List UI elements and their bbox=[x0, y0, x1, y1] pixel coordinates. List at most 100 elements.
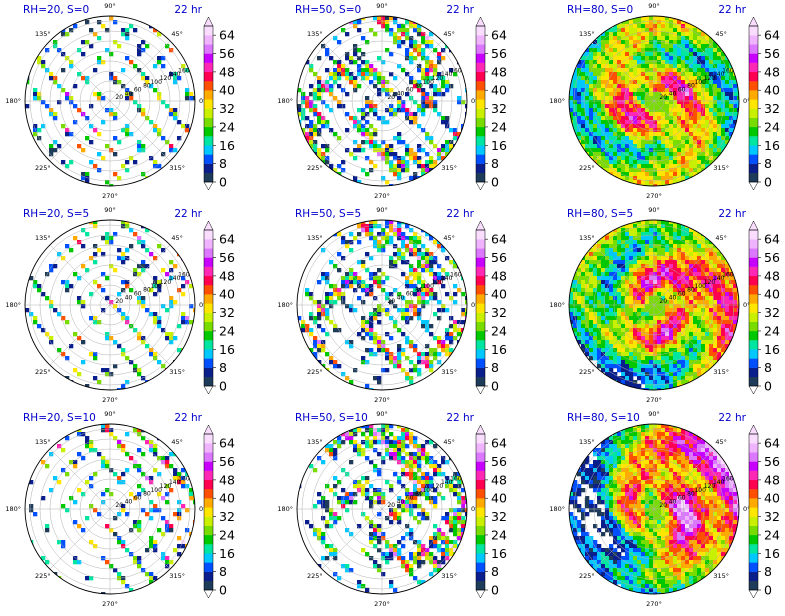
field-cell bbox=[453, 336, 457, 340]
field-cell bbox=[421, 36, 425, 40]
field-cell bbox=[117, 440, 121, 444]
field-cell bbox=[417, 48, 421, 52]
field-cell bbox=[365, 96, 369, 100]
field-cell bbox=[649, 360, 653, 364]
field-cell bbox=[637, 88, 641, 92]
field-cell bbox=[653, 64, 657, 68]
field-cell bbox=[585, 300, 589, 304]
field-cell bbox=[629, 40, 633, 44]
field-cell bbox=[585, 136, 589, 140]
field-cell bbox=[141, 296, 145, 300]
field-cell bbox=[697, 332, 701, 336]
field-cell bbox=[725, 120, 729, 124]
field-cell bbox=[617, 124, 621, 128]
field-cell bbox=[693, 384, 697, 388]
field-cell bbox=[337, 84, 341, 88]
field-cell bbox=[609, 148, 613, 152]
field-cell bbox=[709, 92, 713, 96]
field-cell bbox=[173, 336, 177, 340]
radial-tick-label: 160 bbox=[722, 67, 734, 74]
field-cell bbox=[125, 128, 129, 132]
field-cell bbox=[601, 320, 605, 324]
field-cell bbox=[385, 352, 389, 356]
field-cell bbox=[629, 88, 633, 92]
field-cell bbox=[437, 300, 441, 304]
field-cell bbox=[465, 280, 469, 284]
field-cell bbox=[593, 120, 597, 124]
field-cell bbox=[621, 292, 625, 296]
field-cell bbox=[381, 176, 385, 180]
field-cell bbox=[117, 344, 121, 348]
field-cell bbox=[653, 376, 657, 380]
field-cell bbox=[601, 120, 605, 124]
field-cell bbox=[429, 360, 433, 364]
field-cell bbox=[737, 120, 741, 124]
field-cell bbox=[577, 84, 581, 88]
field-cell bbox=[661, 124, 665, 128]
angle-tick-label: 135° bbox=[35, 30, 51, 38]
field-cell bbox=[633, 60, 637, 64]
panel-time-label: 22 hr bbox=[174, 208, 202, 220]
field-cell bbox=[405, 160, 409, 164]
field-cell bbox=[453, 328, 457, 332]
field-cell bbox=[689, 56, 693, 60]
field-cell bbox=[705, 40, 709, 44]
field-cell bbox=[621, 88, 625, 92]
polar-panel: 204060801001201401600°45°90°135°180°225°… bbox=[549, 2, 750, 200]
field-cell bbox=[657, 232, 661, 236]
field-cell bbox=[733, 340, 737, 344]
field-cell bbox=[669, 20, 673, 24]
field-cell bbox=[665, 364, 669, 368]
field-cell bbox=[577, 324, 581, 328]
polar-panel: 204060801001201401600°45°90°135°180°225°… bbox=[277, 206, 478, 404]
field-cell bbox=[633, 268, 637, 272]
field-cell bbox=[617, 272, 621, 276]
field-cell bbox=[161, 456, 165, 460]
field-cell bbox=[617, 88, 621, 92]
field-cell bbox=[69, 344, 73, 348]
field-cell bbox=[617, 348, 621, 352]
field-cell bbox=[613, 44, 617, 48]
field-cell bbox=[425, 96, 429, 100]
field-cell bbox=[649, 260, 653, 264]
field-cell bbox=[97, 152, 101, 156]
field-cell bbox=[657, 112, 661, 116]
field-cell bbox=[605, 128, 609, 132]
field-cell bbox=[653, 312, 657, 316]
field-cell bbox=[629, 344, 633, 348]
field-cell bbox=[681, 280, 685, 284]
field-cell bbox=[649, 372, 653, 376]
field-cell bbox=[685, 304, 689, 308]
field-cell bbox=[721, 156, 725, 160]
field-cell bbox=[665, 260, 669, 264]
field-cell bbox=[409, 340, 413, 344]
field-cell bbox=[581, 104, 585, 108]
field-cell bbox=[669, 336, 673, 340]
field-cell bbox=[585, 256, 589, 260]
angle-tick-label: 90° bbox=[648, 2, 660, 10]
field-cell bbox=[413, 116, 417, 120]
field-cell bbox=[649, 64, 653, 68]
field-cell bbox=[673, 68, 677, 72]
field-cell bbox=[93, 448, 97, 452]
field-cell bbox=[621, 168, 625, 172]
field-cell bbox=[149, 384, 153, 388]
field-cell bbox=[365, 232, 369, 236]
field-cell bbox=[713, 60, 717, 64]
field-cell bbox=[713, 316, 717, 320]
field-cell bbox=[365, 384, 369, 388]
precip-field bbox=[29, 424, 197, 596]
field-cell bbox=[649, 92, 653, 96]
field-cell bbox=[377, 92, 381, 96]
field-cell bbox=[125, 356, 129, 360]
field-cell bbox=[637, 48, 641, 52]
field-cell bbox=[425, 160, 429, 164]
field-cell bbox=[325, 272, 329, 276]
field-cell bbox=[429, 104, 433, 108]
field-cell bbox=[617, 292, 621, 296]
field-cell bbox=[425, 328, 429, 332]
field-cell bbox=[633, 276, 637, 280]
field-cell bbox=[613, 276, 617, 280]
field-cell bbox=[649, 352, 653, 356]
field-cell bbox=[421, 40, 425, 44]
